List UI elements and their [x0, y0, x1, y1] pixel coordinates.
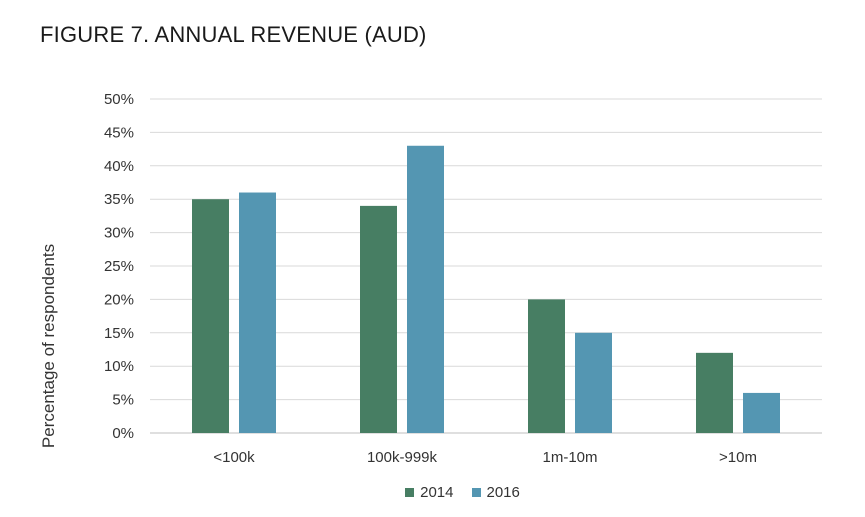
x-axis-category-labels: <100k 100k-999k 1m-10m >10m [213, 449, 757, 466]
bar-2016-0 [239, 192, 276, 433]
y-tick-label: 10% [104, 358, 134, 375]
bar-2014-0 [192, 199, 229, 433]
bar-2014-3 [696, 352, 733, 433]
bar-2016-2 [575, 332, 612, 433]
y-tick-label: 30% [104, 225, 134, 242]
y-axis-tick-labels: 0% 5% 10% 15% 20% 25% 30% 35% 40% 45% 50% [104, 91, 134, 442]
figure-title: FIGURE 7. ANNUAL REVENUE (AUD) [40, 22, 427, 47]
y-tick-label: 20% [104, 291, 134, 308]
y-tick-label: 35% [104, 191, 134, 208]
y-tick-label: 25% [104, 258, 134, 275]
y-tick-label: 15% [104, 325, 134, 342]
x-category-label: <100k [213, 449, 255, 466]
bars [192, 145, 780, 433]
legend-label-2016: 2016 [486, 484, 520, 501]
y-tick-label: 40% [104, 158, 134, 175]
x-category-label: >10m [719, 449, 757, 466]
y-tick-label: 45% [104, 124, 134, 141]
bar-chart: 0% 5% 10% 15% 20% 25% 30% 35% 40% 45% 50% <100k 100… [39, 91, 822, 466]
y-tick-label: 0% [112, 425, 134, 442]
bar-2016-3 [743, 392, 780, 433]
legend-swatch-2014 [405, 488, 415, 497]
y-tick-label: 5% [112, 392, 134, 409]
legend: 2014 2016 [0, 484, 865, 501]
y-tick-label: 50% [104, 91, 134, 108]
bar-2016-1 [407, 145, 444, 433]
legend-item-2014: 2014 [405, 484, 454, 501]
x-category-label: 1m-10m [542, 449, 597, 466]
legend-label-2014: 2014 [420, 484, 454, 501]
legend-item-2016: 2016 [471, 484, 520, 501]
y-axis-label: Percentage of respondents [39, 244, 58, 448]
bar-2014-2 [528, 299, 565, 433]
bar-2014-1 [360, 205, 397, 433]
x-category-label: 100k-999k [367, 449, 438, 466]
legend-swatch-2016 [471, 488, 481, 497]
